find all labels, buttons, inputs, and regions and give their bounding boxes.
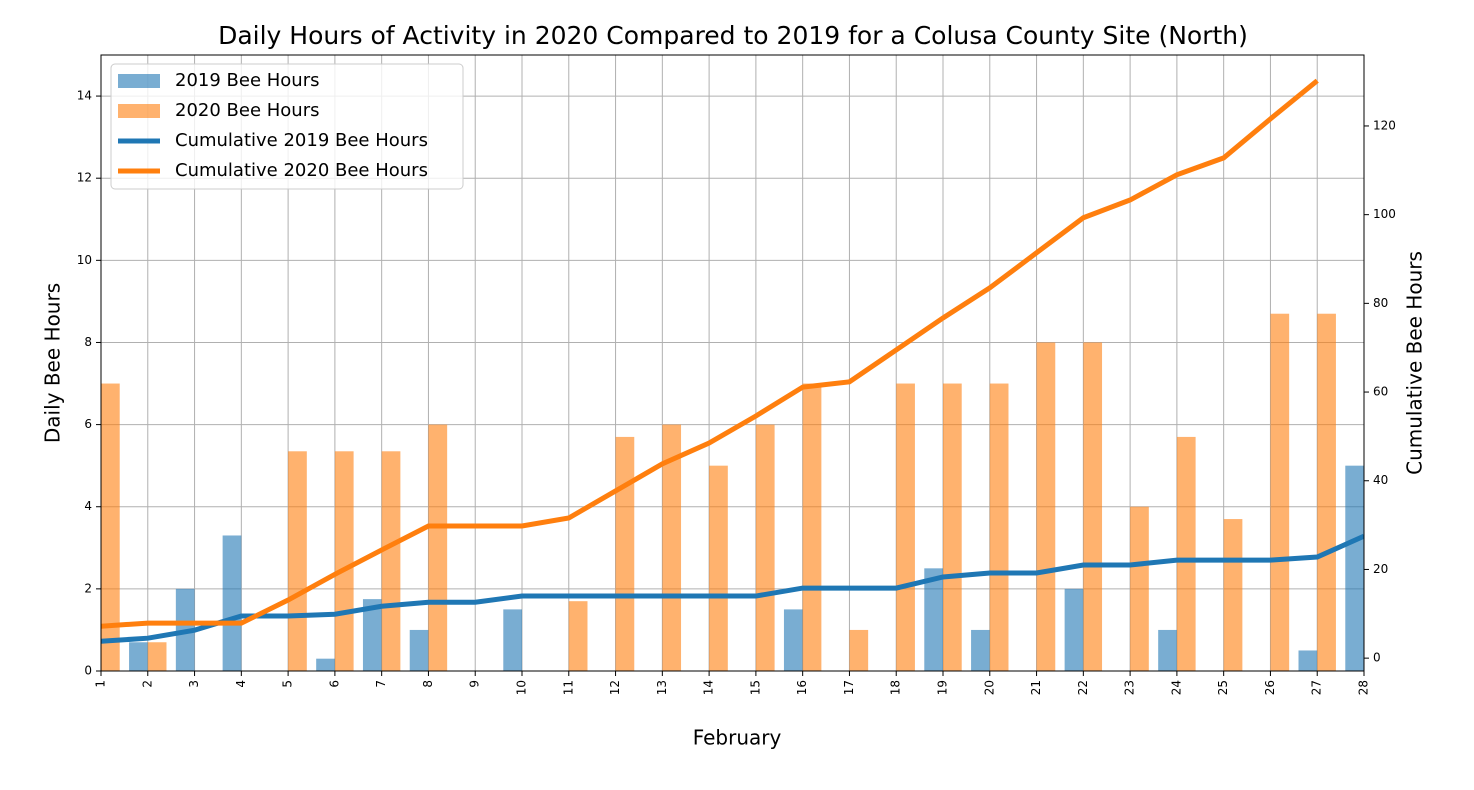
bar bbox=[943, 383, 962, 671]
bar bbox=[316, 658, 335, 671]
x-tick-label: 13 bbox=[655, 680, 669, 695]
bar bbox=[1036, 342, 1056, 671]
x-tick-label: 27 bbox=[1310, 680, 1324, 695]
plot-area bbox=[101, 78, 1364, 671]
x-tick-label: 9 bbox=[468, 680, 482, 688]
bar bbox=[1083, 342, 1103, 671]
x-tick-label: 12 bbox=[608, 680, 622, 695]
chart-title: Daily Hours of Activity in 2020 Compared… bbox=[218, 21, 1248, 50]
x-tick-label: 22 bbox=[1076, 680, 1090, 695]
x-tick-label: 11 bbox=[561, 680, 575, 695]
y-tick-label: 14 bbox=[77, 89, 92, 103]
bar bbox=[1317, 313, 1336, 671]
y2-tick-label: 0 bbox=[1373, 651, 1381, 665]
legend-box bbox=[110, 63, 464, 190]
bar bbox=[1064, 588, 1084, 671]
y2-axis-label: Cumulative Bee Hours bbox=[1403, 251, 1427, 475]
line bbox=[101, 78, 1319, 629]
x-tick-label: 24 bbox=[1169, 680, 1183, 695]
bar bbox=[709, 465, 728, 671]
y-tick-label: 6 bbox=[84, 417, 92, 431]
x-tick-label: 4 bbox=[234, 680, 248, 688]
bar bbox=[989, 383, 1009, 671]
y-tick-label: 4 bbox=[84, 499, 92, 513]
bar bbox=[783, 609, 803, 671]
y-tick-label: 2 bbox=[84, 581, 92, 595]
bar bbox=[334, 451, 354, 671]
bar bbox=[101, 383, 120, 671]
y-axis-label: Daily Bee Hours bbox=[41, 283, 65, 443]
legend-label: 2020 Bee Hours bbox=[175, 100, 319, 121]
bar bbox=[222, 535, 242, 671]
x-tick-label: 16 bbox=[795, 680, 809, 695]
line bbox=[101, 533, 1364, 644]
bar bbox=[428, 424, 448, 671]
x-tick-label: 5 bbox=[281, 680, 295, 688]
x-tick-label: 10 bbox=[515, 680, 529, 695]
y2-tick-label: 80 bbox=[1373, 296, 1388, 310]
bar bbox=[1158, 629, 1177, 671]
x-tick-label: 6 bbox=[327, 680, 341, 688]
y-tick-label: 12 bbox=[77, 171, 92, 185]
bar bbox=[1223, 519, 1243, 671]
y2-tick-label: 20 bbox=[1373, 562, 1388, 576]
y-tick-label: 8 bbox=[84, 335, 92, 349]
bar bbox=[896, 383, 915, 671]
x-tick-label: 18 bbox=[889, 680, 903, 695]
x-tick-label: 8 bbox=[421, 680, 435, 688]
bar bbox=[568, 601, 588, 671]
legend-label: Cumulative 2020 Bee Hours bbox=[175, 160, 428, 181]
bar bbox=[802, 383, 822, 671]
bar bbox=[409, 629, 429, 671]
x-tick-label: 21 bbox=[1029, 680, 1043, 695]
x-tick-label: 28 bbox=[1357, 680, 1371, 695]
legend-label: Cumulative 2019 Bee Hours bbox=[175, 130, 428, 151]
bar bbox=[662, 424, 682, 671]
bar bbox=[1130, 506, 1149, 671]
x-tick-label: 2 bbox=[140, 680, 154, 688]
bar bbox=[615, 436, 635, 671]
plot-frame bbox=[100, 54, 1365, 672]
bar bbox=[924, 568, 943, 671]
x-tick-label: 17 bbox=[842, 680, 856, 695]
y2-tick-label: 40 bbox=[1373, 473, 1388, 487]
x-tick-label: 26 bbox=[1263, 680, 1277, 695]
bar bbox=[1298, 650, 1318, 671]
x-tick-label: 20 bbox=[982, 680, 996, 695]
y2-tick-label: 120 bbox=[1373, 118, 1396, 132]
x-tick-label: 23 bbox=[1123, 680, 1137, 695]
legend-swatch bbox=[118, 74, 160, 88]
x-tick-label: 25 bbox=[1216, 680, 1230, 695]
bar bbox=[503, 609, 522, 671]
bar bbox=[1176, 436, 1196, 671]
x-tick-label: 15 bbox=[748, 680, 762, 695]
y2-tick-label: 100 bbox=[1373, 207, 1396, 221]
bar bbox=[1345, 465, 1364, 671]
bar bbox=[755, 424, 775, 671]
bar bbox=[362, 599, 382, 671]
axes: 1 2 3 4 5 6 7 8 9 10 11 12 13 14 15 16 17 18 19 20 21 22 23 24 2… bbox=[77, 54, 1396, 695]
x-axis-label: February bbox=[693, 726, 782, 750]
x-tick-label: 14 bbox=[702, 680, 716, 695]
bar bbox=[381, 451, 401, 671]
x-tick-label: 19 bbox=[936, 680, 950, 695]
x-tick-label: 3 bbox=[187, 680, 201, 688]
y-tick-label: 0 bbox=[84, 664, 92, 678]
bar bbox=[288, 451, 307, 671]
legend-swatch bbox=[118, 104, 160, 118]
x-tick-label: 1 bbox=[94, 680, 108, 688]
bar bbox=[849, 629, 869, 671]
bar bbox=[129, 642, 148, 671]
bar bbox=[971, 629, 990, 671]
y-tick-label: 10 bbox=[77, 253, 92, 267]
legend-label: 2019 Bee Hours bbox=[175, 70, 319, 91]
bar bbox=[147, 642, 167, 671]
bar bbox=[1270, 313, 1290, 671]
y2-tick-label: 60 bbox=[1373, 385, 1388, 399]
x-tick-label: 7 bbox=[374, 680, 388, 688]
